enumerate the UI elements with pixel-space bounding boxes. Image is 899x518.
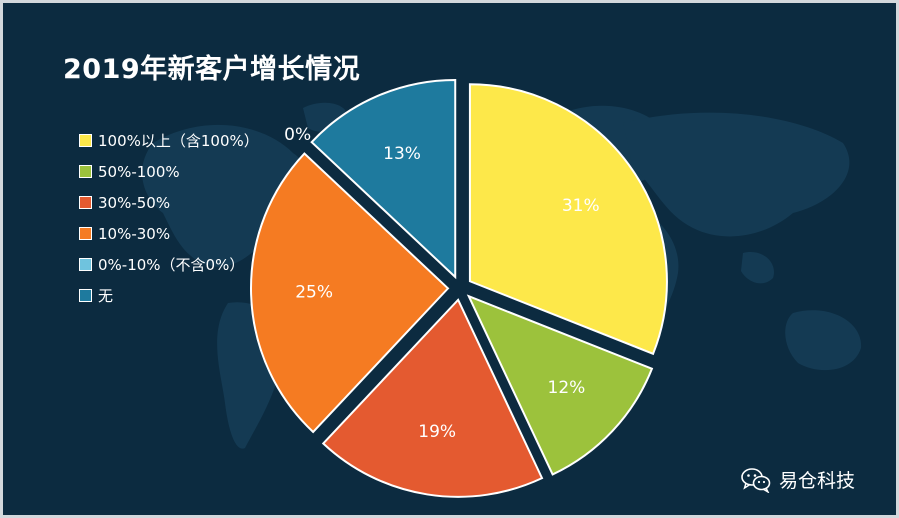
legend-label: 30%-50% (98, 193, 171, 212)
legend-item: 100%以上（含100%） (79, 125, 259, 156)
legend-swatch (79, 289, 92, 302)
pie-slice (468, 83, 668, 356)
legend-item: 0%-10%（不含0%） (79, 249, 259, 280)
pie-slice (310, 78, 457, 280)
legend-label: 100%以上（含100%） (98, 132, 259, 150)
brand-watermark: 易仓科技 (741, 466, 855, 493)
legend-item: 30%-50% (79, 187, 259, 218)
chart-title: 2019年新客户增长情况 (63, 54, 361, 85)
slice-data-label: 0% (284, 125, 311, 145)
legend-swatch (79, 196, 92, 209)
legend-item: 无 (79, 280, 259, 311)
legend-swatch (79, 258, 92, 271)
brand-label: 易仓科技 (779, 470, 856, 492)
pie-slice (321, 298, 544, 498)
pie-slice (466, 294, 654, 476)
chart-legend: 100%以上（含100%） 50%-100% 30%-50% 10%-30% 0%-10… (79, 125, 259, 311)
legend-label: 无 (98, 287, 114, 305)
legend-swatch (79, 134, 92, 147)
pie-slice (250, 152, 450, 434)
slice-data-label: 13% (383, 144, 421, 164)
legend-label: 10%-30% (98, 224, 171, 243)
legend-item: 50%-100% (79, 156, 259, 187)
legend-label: 50%-100% (98, 162, 180, 181)
pie-chart: 31% 12% 19% 25% 0% 13% (250, 78, 668, 498)
slice-data-label: 12% (548, 378, 586, 398)
slice-data-label: 19% (418, 422, 456, 442)
legend-item: 10%-30% (79, 218, 259, 249)
wechat-icon (741, 467, 771, 493)
slice-data-label: 31% (562, 196, 600, 216)
legend-label: 0%-10%（不含0%） (98, 256, 245, 274)
legend-swatch (79, 227, 92, 240)
slice-data-label: 25% (295, 283, 333, 303)
legend-swatch (79, 165, 92, 178)
